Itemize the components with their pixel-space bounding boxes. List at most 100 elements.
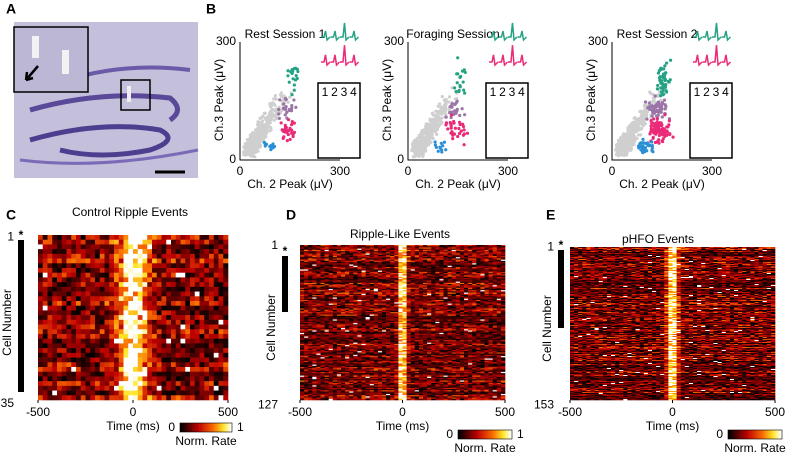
heatmap-cell	[213, 357, 219, 363]
heatmap-cell	[152, 272, 158, 278]
point	[634, 125, 638, 130]
heatmap-cell	[99, 343, 105, 349]
heatmap-cell	[199, 244, 205, 250]
heatmap-cell	[204, 282, 210, 288]
heatmap-cell	[194, 357, 200, 363]
axes	[239, 42, 340, 161]
heatmap-cell	[114, 367, 120, 373]
point	[279, 121, 283, 125]
heatmap-cell	[185, 263, 191, 269]
heatmap-cell	[71, 324, 77, 330]
heatmap-cell	[223, 319, 229, 325]
heatmap-cell	[95, 352, 101, 358]
heatmap-cell	[42, 244, 48, 250]
panel-label: D	[286, 207, 296, 223]
heatmap-cell	[223, 329, 229, 335]
heatmap-cell	[38, 253, 44, 259]
heatmap-cell	[152, 301, 158, 307]
heatmap-cell	[180, 357, 186, 363]
heatmap-cell	[171, 371, 177, 377]
heatmap-cell	[213, 244, 219, 250]
point	[454, 89, 458, 94]
heatmap-cell	[90, 371, 96, 377]
point	[463, 70, 467, 75]
point	[430, 120, 434, 124]
heatmap-cell	[99, 263, 105, 269]
point	[614, 143, 619, 147]
heatmap-cell	[47, 268, 53, 274]
heatmap-cell	[171, 277, 177, 283]
heatmap-cell	[142, 272, 148, 278]
heatmap-cell	[104, 334, 110, 340]
heatmap-cell	[109, 282, 115, 288]
heatmap-cell	[109, 324, 115, 330]
colorbar-cell	[228, 423, 231, 432]
heatmap-cell	[95, 367, 101, 373]
heatmap-cell	[223, 381, 229, 387]
heatmap-cell	[104, 381, 110, 387]
point	[441, 106, 445, 110]
heatmap-cell	[80, 268, 86, 274]
heatmap-cell	[142, 239, 148, 245]
heatmap-cell	[175, 334, 181, 340]
heatmap-cell	[137, 277, 143, 283]
heatmap-cell	[152, 277, 158, 283]
heatmap-cell	[209, 272, 215, 278]
heatmap-cell	[66, 324, 72, 330]
point	[449, 113, 454, 117]
heatmap-cell	[95, 381, 101, 387]
heatmap-cell	[66, 253, 72, 259]
heatmap-cell	[114, 357, 120, 363]
point	[269, 103, 274, 108]
point	[282, 129, 286, 133]
histology-image	[13, 22, 199, 178]
heatmap-cell	[85, 348, 91, 354]
point	[644, 112, 648, 116]
heatmap-cell	[213, 268, 219, 274]
heatmap-cell	[209, 381, 215, 387]
heatmap-cell	[166, 348, 172, 354]
heatmap-cell	[66, 381, 72, 387]
heatmap-cell	[99, 249, 105, 255]
heatmap-cell	[76, 258, 82, 264]
heatmap-cell	[171, 315, 177, 321]
heatmap-cell	[57, 329, 63, 335]
heatmap-cell	[161, 381, 167, 387]
heatmap-cell	[66, 235, 72, 241]
heatmap-cell	[190, 395, 196, 401]
point	[252, 139, 256, 143]
heatmap-cell	[218, 263, 224, 269]
heatmap-cell	[175, 301, 181, 307]
heatmap-cell	[209, 263, 215, 269]
heatmap-cell	[199, 343, 205, 349]
heatmap-cell	[38, 385, 44, 391]
heatmap-cell	[57, 296, 63, 302]
heatmap-cell	[57, 282, 63, 288]
heatmap-cell	[180, 348, 186, 354]
point	[450, 105, 454, 109]
heatmap-cell	[95, 348, 101, 354]
point	[457, 89, 461, 94]
heatmap-cell	[175, 390, 181, 396]
heatmap-cell	[185, 253, 191, 259]
heatmap-cell	[175, 319, 181, 325]
waveform	[721, 30, 732, 42]
heatmap-cell	[213, 253, 219, 259]
waveform-inset	[485, 82, 529, 159]
heatmap-cell	[104, 390, 110, 396]
heatmap-cell	[223, 367, 229, 373]
heatmap-cell	[71, 263, 77, 269]
point	[653, 140, 658, 145]
point	[286, 118, 291, 122]
heatmap-cell	[38, 381, 44, 387]
heatmap-cell	[109, 357, 115, 363]
heatmap-cell	[204, 352, 210, 358]
heatmap-cell	[137, 381, 143, 387]
heatmap-cell	[166, 371, 172, 377]
heatmap-cell	[180, 310, 186, 316]
heatmap-cell	[52, 357, 58, 363]
point	[444, 148, 448, 152]
heatmap-cell	[104, 272, 110, 278]
heatmap-cell	[47, 258, 53, 264]
heatmap-cell	[147, 282, 153, 288]
